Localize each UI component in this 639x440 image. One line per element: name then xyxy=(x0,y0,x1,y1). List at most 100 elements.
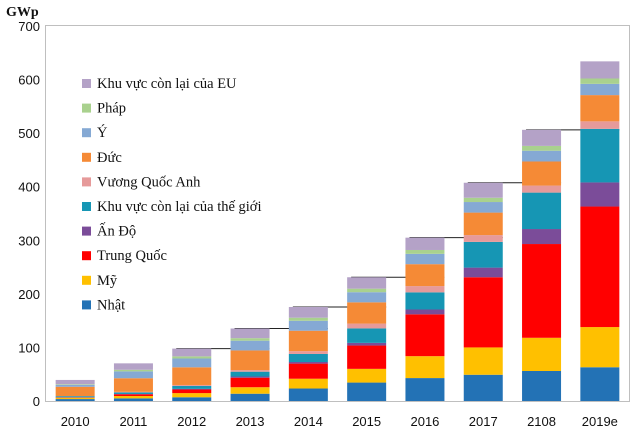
bar-stack-2108 xyxy=(522,129,562,401)
bar-segment xyxy=(405,314,445,357)
bar-segment xyxy=(230,370,270,372)
legend-item: Trung Quốc xyxy=(82,248,167,264)
bar-segment xyxy=(580,121,620,129)
bar-segment xyxy=(172,389,212,394)
bar-segment xyxy=(113,363,153,370)
bar-segment xyxy=(172,348,212,357)
bar-segment xyxy=(463,197,503,203)
bar-segment xyxy=(288,317,328,321)
bar-stack-2019e xyxy=(580,61,620,401)
legend-label: Ý xyxy=(97,124,108,141)
bar-segment xyxy=(347,328,387,343)
bar-segment xyxy=(347,368,387,383)
bar-segment xyxy=(463,212,503,236)
bar-segment xyxy=(580,78,620,84)
x-tick-label: 2013 xyxy=(236,414,265,429)
bar-segment xyxy=(230,371,270,377)
x-tick-label: 2015 xyxy=(352,414,381,429)
bar-segment xyxy=(113,369,153,372)
bar-segment xyxy=(230,350,270,371)
bar-segment xyxy=(113,391,153,393)
y-tick-label: 600 xyxy=(18,73,40,88)
bar-segment xyxy=(463,182,503,198)
x-tick-label: 2016 xyxy=(410,414,439,429)
legend-swatch xyxy=(82,177,91,187)
x-tick-label: 2010 xyxy=(61,414,90,429)
legend-item: Đức xyxy=(82,150,122,166)
bar-segment xyxy=(405,378,445,401)
bar-segment xyxy=(463,277,503,348)
bars xyxy=(55,61,620,401)
legend-item: Khu vực còn lại của thế giới xyxy=(82,199,262,215)
bar-segment xyxy=(405,264,445,287)
bar-segment xyxy=(288,306,328,318)
bar-segment xyxy=(580,128,620,183)
legend-swatch xyxy=(82,275,91,285)
bar-segment xyxy=(463,374,503,401)
bar-segment xyxy=(55,399,95,401)
bar-segment xyxy=(172,397,212,401)
legend-swatch xyxy=(82,152,91,162)
bar-segment xyxy=(113,396,153,399)
x-tick-label: 2108 xyxy=(527,414,556,429)
bar-segment xyxy=(580,206,620,328)
bar-segment xyxy=(288,363,328,379)
bar-stack-2013 xyxy=(230,328,270,401)
bar-segment xyxy=(288,388,328,401)
legend-item: Vương Quốc Anh xyxy=(82,174,201,190)
bar-stack-2011 xyxy=(113,363,153,401)
bar-segment xyxy=(463,347,503,375)
bar-segment xyxy=(55,384,95,387)
legend-swatch xyxy=(82,202,91,211)
bar-segment xyxy=(172,385,212,389)
legend-label: Mỹ xyxy=(97,273,118,289)
bar-segment xyxy=(347,345,387,369)
legend-swatch xyxy=(82,79,91,88)
bar-segment xyxy=(172,367,212,385)
bar-segment xyxy=(230,376,270,378)
y-tick-label: 100 xyxy=(18,340,40,355)
y-tick-label: 400 xyxy=(18,180,40,195)
legend-swatch xyxy=(82,103,91,113)
bar-segment xyxy=(113,378,153,392)
legend-swatch xyxy=(82,251,91,261)
bar-segment xyxy=(230,338,270,341)
bar-segment xyxy=(288,351,328,354)
bar-segment xyxy=(580,182,620,207)
bar-segment xyxy=(522,229,562,245)
bar-segment xyxy=(522,129,562,146)
bar-segment xyxy=(463,202,503,213)
legend-label: Vương Quốc Anh xyxy=(97,174,201,190)
legend-swatch xyxy=(82,300,91,310)
legend-label: Đức xyxy=(97,150,122,166)
bar-segment xyxy=(230,393,270,401)
bar-segment xyxy=(347,342,387,346)
bar-segment xyxy=(405,356,445,379)
bar-segment xyxy=(172,384,212,386)
bar-segment xyxy=(405,249,445,254)
legend-label: Trung Quốc xyxy=(97,248,167,264)
bar-segment xyxy=(55,397,95,400)
bar-segment xyxy=(230,328,270,339)
y-tick-label: 700 xyxy=(18,19,40,34)
bar-segment xyxy=(405,309,445,315)
legend-label: Khu vực còn lại của thế giới xyxy=(97,199,262,215)
bar-segment xyxy=(522,192,562,230)
bar-segment xyxy=(522,185,562,193)
legend-item: Ấn Độ xyxy=(82,223,136,240)
bar-segment xyxy=(172,358,212,368)
bar-segment xyxy=(113,371,153,379)
bar-stack-2014 xyxy=(288,306,328,401)
y-unit-label: GWp xyxy=(6,5,39,20)
bar-segment xyxy=(405,253,445,265)
bar-segment xyxy=(55,396,95,398)
bar-segment xyxy=(288,378,328,389)
plot-frame xyxy=(45,25,630,402)
bar-segment xyxy=(347,323,387,329)
y-tick-label: 500 xyxy=(18,126,40,141)
bar-segment xyxy=(230,340,270,351)
bar-segment xyxy=(463,241,503,268)
bar-segment xyxy=(580,83,620,96)
legend-label: Pháp xyxy=(97,101,126,117)
